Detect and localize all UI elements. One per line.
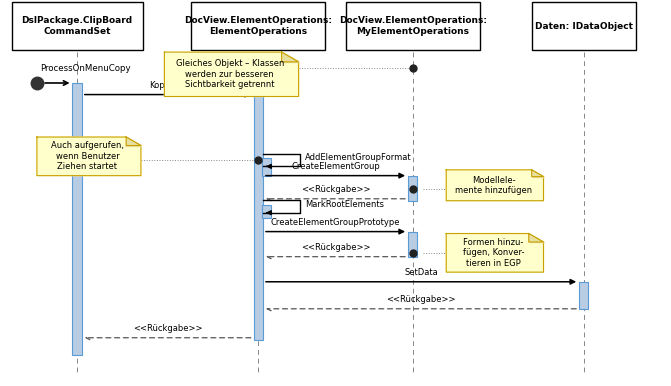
Polygon shape: [529, 234, 544, 242]
Text: AddElementGroupFormat: AddElementGroupFormat: [305, 153, 412, 162]
Bar: [262, 205, 271, 218]
Text: CreateElementGroup: CreateElementGroup: [291, 162, 380, 171]
Polygon shape: [37, 137, 141, 176]
Polygon shape: [446, 234, 544, 272]
Text: Auch aufgerufen,
wenn Benutzer
Ziehen startet: Auch aufgerufen, wenn Benutzer Ziehen st…: [51, 141, 124, 171]
Bar: [532, 2, 636, 50]
Polygon shape: [164, 52, 299, 96]
Bar: [408, 176, 417, 201]
Bar: [408, 232, 417, 257]
Text: ProcessOnMenuCopy: ProcessOnMenuCopy: [40, 64, 131, 73]
Text: Modellelе-
mente hinzufügen: Modellelе- mente hinzufügen: [455, 176, 532, 195]
Text: DocView.ElementOperations:
ElementOperations: DocView.ElementOperations: ElementOperat…: [185, 16, 332, 36]
Polygon shape: [282, 52, 299, 62]
Bar: [254, 95, 263, 340]
Bar: [72, 83, 82, 355]
Text: DslPackage.ClipBoard
CommandSet: DslPackage.ClipBoard CommandSet: [21, 16, 133, 36]
Text: <<Rückgabe>>: <<Rückgabe>>: [301, 185, 370, 194]
Text: MarkRootElements: MarkRootElements: [305, 200, 384, 208]
Bar: [346, 2, 480, 50]
Text: Gleiches Objekt – Klassen
werden zur besseren
Sichtbarkeit getrennt: Gleiches Objekt – Klassen werden zur bes…: [176, 59, 284, 89]
Bar: [262, 158, 271, 176]
Polygon shape: [126, 137, 141, 146]
Polygon shape: [446, 170, 544, 201]
Bar: [12, 2, 142, 50]
Text: Daten: IDataObject: Daten: IDataObject: [535, 22, 633, 30]
Polygon shape: [531, 170, 544, 177]
Text: Kopieren: Kopieren: [149, 81, 187, 90]
Text: SetData: SetData: [404, 268, 438, 277]
Text: <<Rückgabe>>: <<Rückgabe>>: [386, 295, 456, 304]
Text: <<Rückgabe>>: <<Rückgabe>>: [301, 243, 370, 252]
Bar: [191, 2, 325, 50]
Text: DocView.ElementOperations:
MyElementOperations: DocView.ElementOperations: MyElementOper…: [339, 16, 486, 36]
Text: CreateElementGroupPrototype: CreateElementGroupPrototype: [271, 218, 400, 227]
Bar: [579, 282, 588, 309]
Text: <<Rückgabe>>: <<Rückgabe>>: [133, 324, 203, 333]
Text: Formen hinzu-
fügen, Konver-
tieren in EGP: Formen hinzu- fügen, Konver- tieren in E…: [462, 238, 524, 268]
